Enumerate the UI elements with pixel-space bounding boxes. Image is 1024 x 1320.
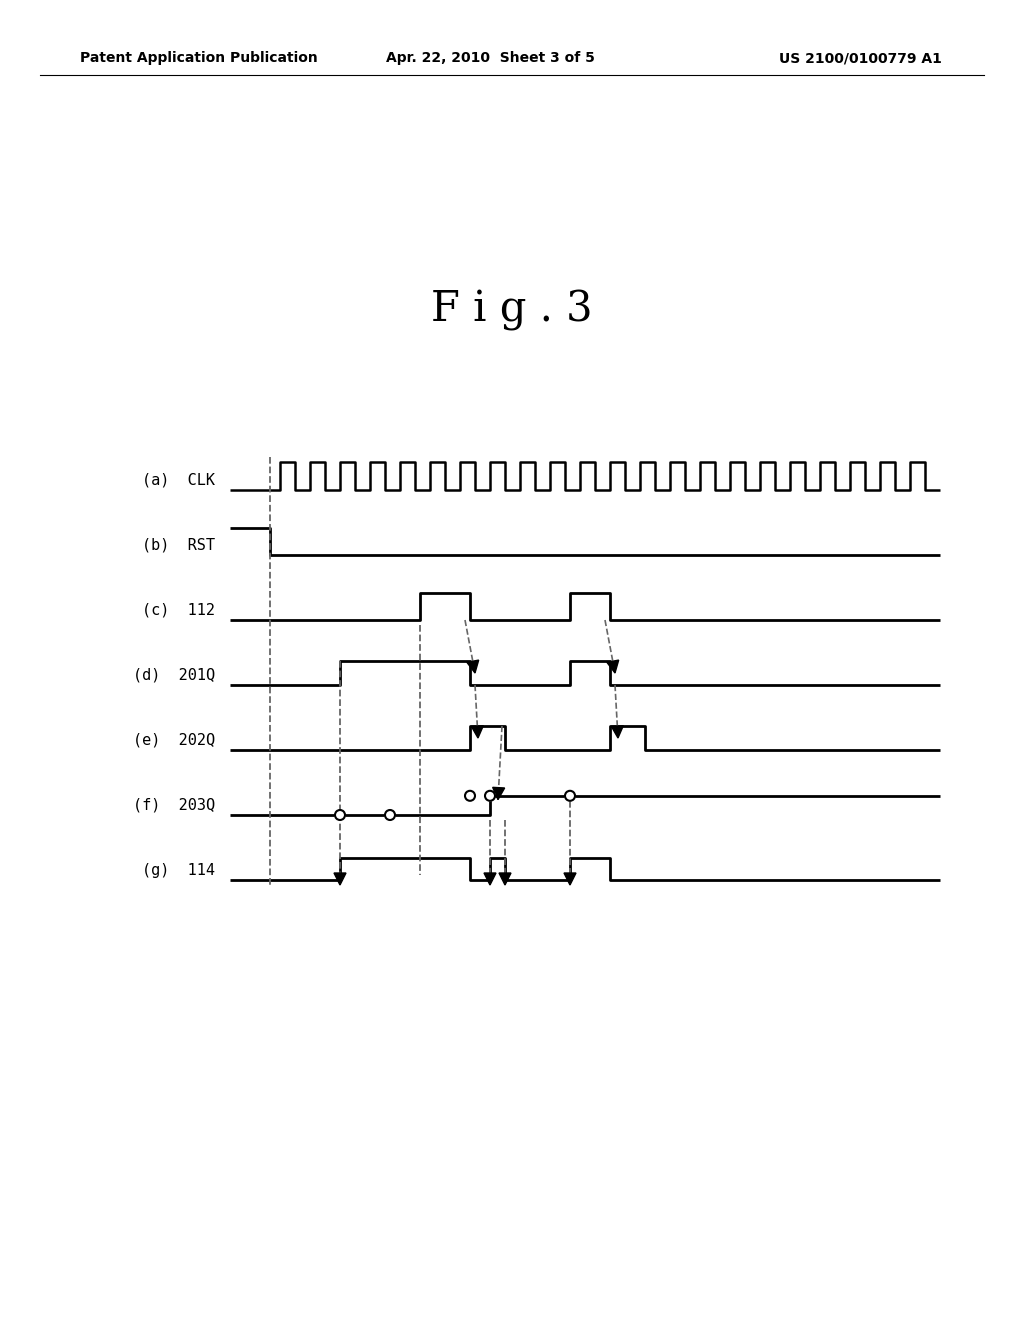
Text: F i g . 3: F i g . 3 [431,289,593,331]
Text: Apr. 22, 2010  Sheet 3 of 5: Apr. 22, 2010 Sheet 3 of 5 [386,51,595,65]
Polygon shape [471,726,483,738]
Text: (d)  201Q: (d) 201Q [133,668,215,682]
Circle shape [465,791,475,801]
Text: US 2100/0100779 A1: US 2100/0100779 A1 [778,51,941,65]
Polygon shape [467,660,478,673]
Polygon shape [493,787,505,800]
Text: (f)  203Q: (f) 203Q [133,797,215,813]
Polygon shape [611,726,624,738]
Text: (e)  202Q: (e) 202Q [133,733,215,748]
Circle shape [335,810,345,820]
Circle shape [565,791,575,801]
Text: (a)  CLK: (a) CLK [142,473,215,488]
Polygon shape [484,873,496,884]
Polygon shape [334,873,346,884]
Circle shape [385,810,395,820]
Text: (g)  114: (g) 114 [142,863,215,878]
Text: Patent Application Publication: Patent Application Publication [80,51,317,65]
Polygon shape [499,873,511,884]
Polygon shape [607,660,618,673]
Polygon shape [564,873,575,884]
Circle shape [485,791,495,801]
Text: (b)  RST: (b) RST [142,539,215,553]
Text: (c)  112: (c) 112 [142,603,215,618]
